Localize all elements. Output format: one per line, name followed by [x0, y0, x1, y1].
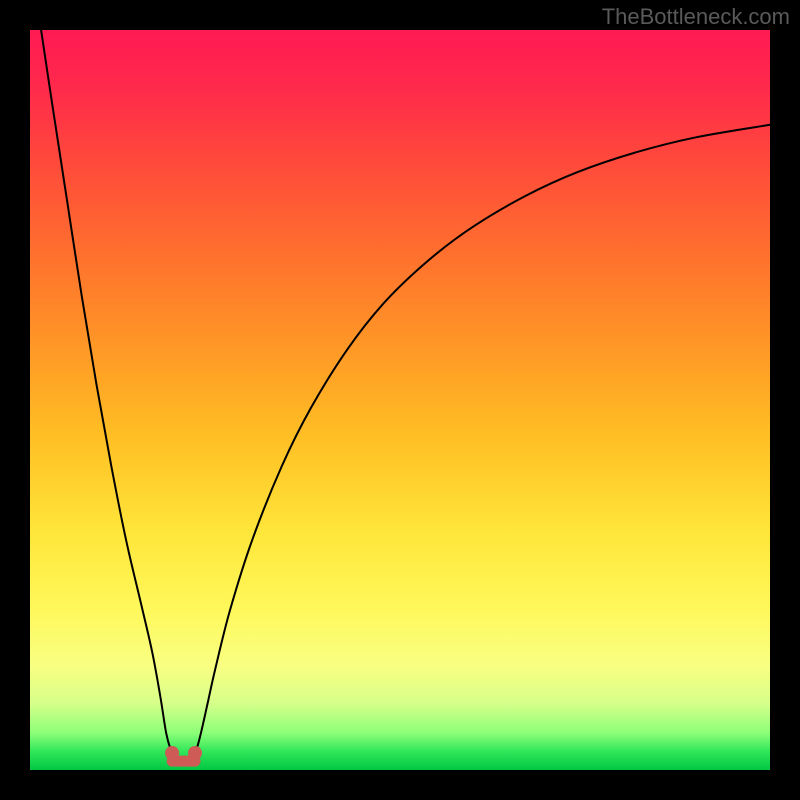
bottleneck-curve-plot — [0, 0, 800, 800]
chart-container: { "attribution": { "text": "TheBottlenec… — [0, 0, 800, 800]
optimal-point-marker — [165, 746, 179, 760]
gradient-background — [30, 30, 770, 770]
optimal-point-marker — [188, 746, 202, 760]
attribution-text: TheBottleneck.com — [602, 4, 790, 30]
